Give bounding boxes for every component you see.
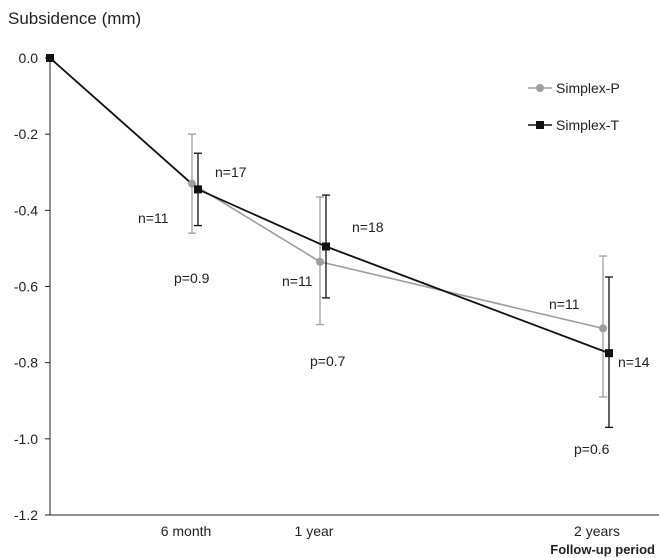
y-tick-label: -0.2 — [14, 126, 38, 142]
legend-marker — [536, 121, 544, 129]
data-point-simplex-p — [316, 257, 324, 266]
x-tick-label: 6 month — [161, 523, 212, 539]
series-layer — [46, 54, 613, 429]
legend-label: Simplex-T — [556, 117, 619, 133]
x-ticks: 6 month 1 year 2 years — [161, 523, 620, 539]
n-label: n=14 — [618, 354, 650, 370]
y-tick-label: 0.0 — [19, 50, 39, 66]
chart-title: Subsidence (mm) — [8, 9, 141, 28]
annotations: n=11 n=11 n=11 n=17 n=18 n=14 p=0.9 p=0.7 p=0.6 — [138, 164, 650, 457]
y-tick-label: -0.6 — [14, 279, 38, 295]
legend-marker — [536, 84, 544, 92]
y-tick-label: -1.2 — [14, 507, 38, 523]
n-label: n=17 — [215, 164, 247, 180]
legend: Simplex-P Simplex-T — [528, 80, 620, 133]
y-tick-label: -0.8 — [14, 355, 38, 371]
data-point-simplex-t — [194, 185, 202, 194]
n-label: n=11 — [549, 296, 580, 312]
y-ticks: 0.0 -0.2 -0.4 -0.6 -0.8 -1.0 -1.2 — [14, 50, 50, 523]
n-label: n=18 — [352, 219, 384, 235]
y-tick-label: -0.4 — [14, 202, 38, 218]
x-axis-title: Follow-up period — [550, 542, 655, 557]
data-point-simplex-t — [605, 349, 613, 358]
n-label: n=11 — [138, 210, 169, 226]
legend-label: Simplex-P — [556, 80, 620, 96]
p-value-label: p=0.9 — [174, 270, 210, 286]
x-tick-label: 1 year — [295, 523, 334, 539]
data-point-simplex-t — [322, 242, 330, 251]
x-tick-label: 2 years — [574, 523, 620, 539]
y-tick-label: -1.0 — [14, 431, 38, 447]
p-value-label: p=0.6 — [574, 441, 610, 457]
n-label: n=11 — [282, 273, 313, 289]
data-point-simplex-p — [599, 324, 607, 333]
p-value-label: p=0.7 — [310, 353, 346, 369]
data-point-simplex-t — [46, 54, 54, 62]
series-line-simplex-t — [49, 57, 610, 354]
